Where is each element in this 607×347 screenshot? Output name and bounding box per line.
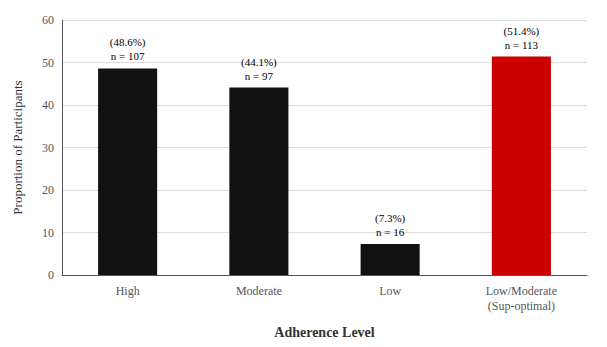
svg-text:(51.4%): (51.4%) (504, 25, 540, 38)
svg-text:(Sup-optimal): (Sup-optimal) (488, 299, 555, 313)
svg-text:n = 97: n = 97 (245, 70, 274, 82)
svg-text:10: 10 (42, 226, 54, 240)
svg-text:(44.1%): (44.1%) (241, 56, 277, 69)
svg-text:20: 20 (42, 183, 54, 197)
svg-text:n = 107: n = 107 (111, 50, 145, 62)
svg-text:n = 16: n = 16 (376, 226, 405, 238)
svg-text:(7.3%): (7.3%) (375, 212, 406, 225)
svg-text:60: 60 (42, 13, 54, 27)
svg-text:40: 40 (42, 98, 54, 112)
svg-text:50: 50 (42, 56, 54, 70)
svg-text:0: 0 (48, 268, 54, 282)
svg-text:Proportion of Participants: Proportion of Participants (10, 80, 25, 214)
svg-text:Low: Low (379, 284, 401, 298)
svg-text:High: High (116, 284, 140, 298)
svg-text:30: 30 (42, 141, 54, 155)
svg-text:(48.6%): (48.6%) (110, 36, 146, 49)
svg-text:Moderate: Moderate (236, 284, 282, 298)
svg-text:Low/Moderate: Low/Moderate (486, 284, 557, 298)
svg-text:Adherence Level: Adherence Level (274, 325, 375, 340)
svg-text:n = 113: n = 113 (505, 39, 539, 51)
